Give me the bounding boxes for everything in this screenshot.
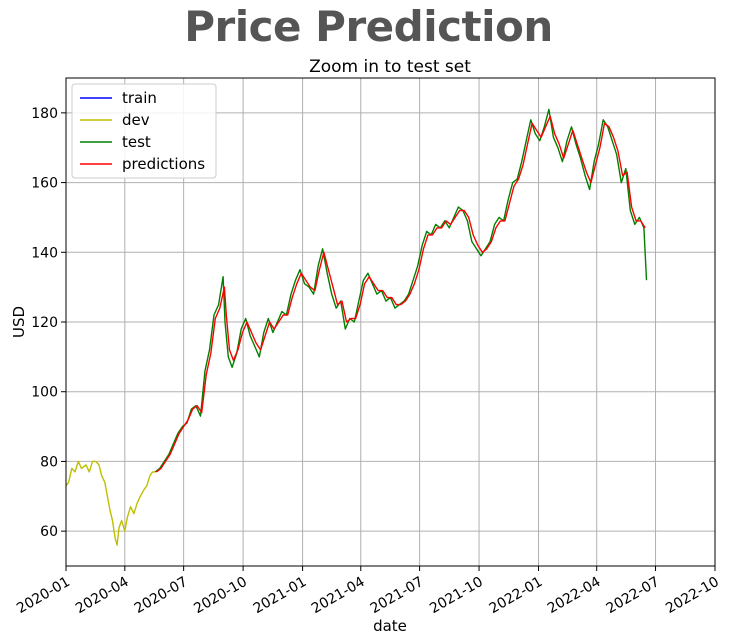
legend: train dev test predictions bbox=[71, 83, 217, 179]
y-axis: 60 80 100 120 140 160 180 bbox=[31, 106, 66, 540]
legend-box bbox=[71, 83, 217, 179]
legend-label-dev: dev bbox=[122, 111, 150, 129]
y-tick-label: 160 bbox=[31, 176, 58, 192]
y-tick-label: 180 bbox=[31, 106, 58, 122]
series-line-dev bbox=[65, 460, 156, 546]
x-tick-label: 2020-10 bbox=[191, 574, 250, 617]
y-tick-label: 100 bbox=[31, 385, 58, 401]
x-axis-label: date bbox=[373, 617, 407, 635]
legend-label-predictions: predictions bbox=[122, 155, 205, 173]
x-tick-label: 2021-10 bbox=[427, 574, 486, 617]
x-tick-label: 2022-04 bbox=[545, 574, 604, 617]
y-tick-label: 120 bbox=[31, 315, 58, 331]
x-tick-label: 2020-01 bbox=[14, 574, 73, 617]
x-tick-label: 2022-10 bbox=[663, 574, 722, 617]
x-tick-label: 2021-07 bbox=[368, 574, 427, 617]
series-line-test bbox=[154, 108, 648, 473]
x-tick-label: 2022-01 bbox=[487, 574, 546, 617]
page-title: Price Prediction bbox=[184, 2, 553, 51]
legend-label-test: test bbox=[122, 133, 151, 151]
y-tick-label: 80 bbox=[40, 454, 58, 470]
y-tick-label: 60 bbox=[40, 524, 58, 540]
series-line-predictions bbox=[156, 115, 646, 473]
x-tick-label: 2020-04 bbox=[73, 574, 132, 617]
legend-label-train: train bbox=[122, 89, 157, 107]
x-tick-label: 2021-04 bbox=[309, 574, 368, 617]
y-axis-label: USD bbox=[10, 306, 28, 338]
x-tick-label: 2022-07 bbox=[604, 574, 663, 617]
x-tick-label: 2021-01 bbox=[251, 574, 310, 617]
series-lines bbox=[65, 108, 648, 546]
y-tick-label: 140 bbox=[31, 245, 58, 261]
x-tick-label: 2020-07 bbox=[132, 574, 191, 617]
chart-title: Zoom in to test set bbox=[309, 57, 471, 77]
x-axis: 2020-01 2020-04 2020-07 2020-10 2021-01 2021-… bbox=[14, 566, 722, 617]
